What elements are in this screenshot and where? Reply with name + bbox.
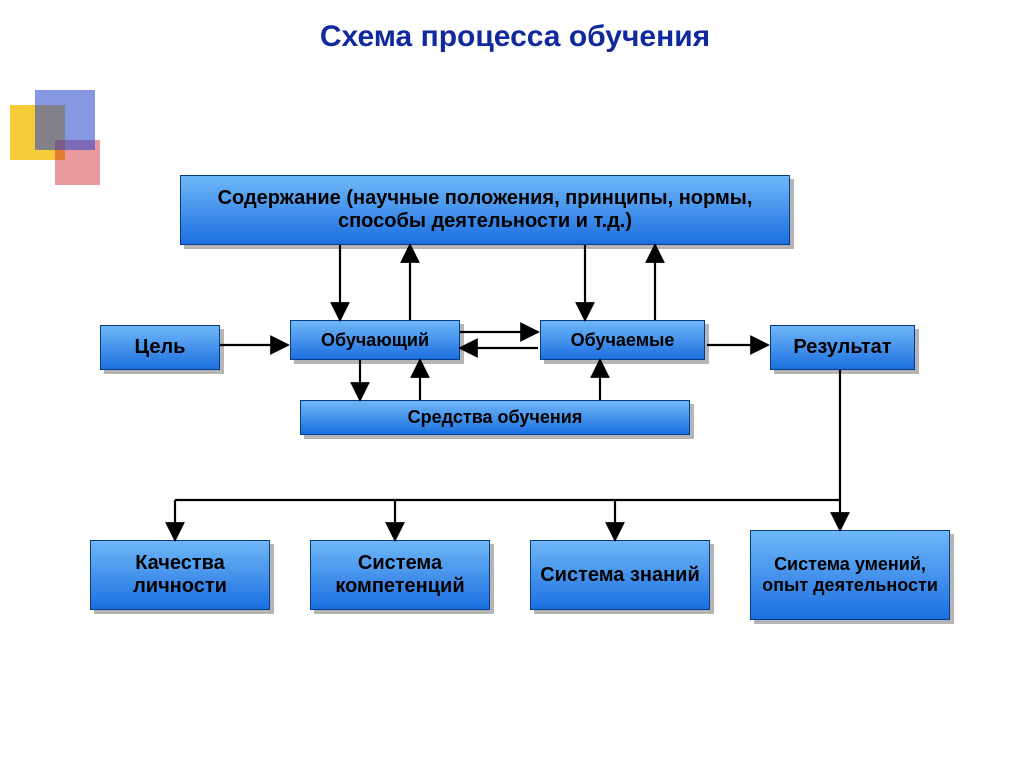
diagram-title: Схема процесса обучения [275, 20, 755, 54]
node-quality: Качества личности [90, 540, 270, 610]
node-goal: Цель [100, 325, 220, 370]
edges-layer [0, 0, 1024, 767]
node-skills: Система умений, опыт деятельности [750, 530, 950, 620]
node-teacher: Обучающий [290, 320, 460, 360]
node-means: Средства обучения [300, 400, 690, 435]
node-result: Результат [770, 325, 915, 370]
node-learners: Обучаемые [540, 320, 705, 360]
node-content: Содержание (научные положения, принципы,… [180, 175, 790, 245]
diagram-stage: { "canvas": { "width": 1024, "height": 7… [0, 0, 1024, 767]
node-competencies: Система компетенций [310, 540, 490, 610]
node-knowledge: Система знаний [530, 540, 710, 610]
